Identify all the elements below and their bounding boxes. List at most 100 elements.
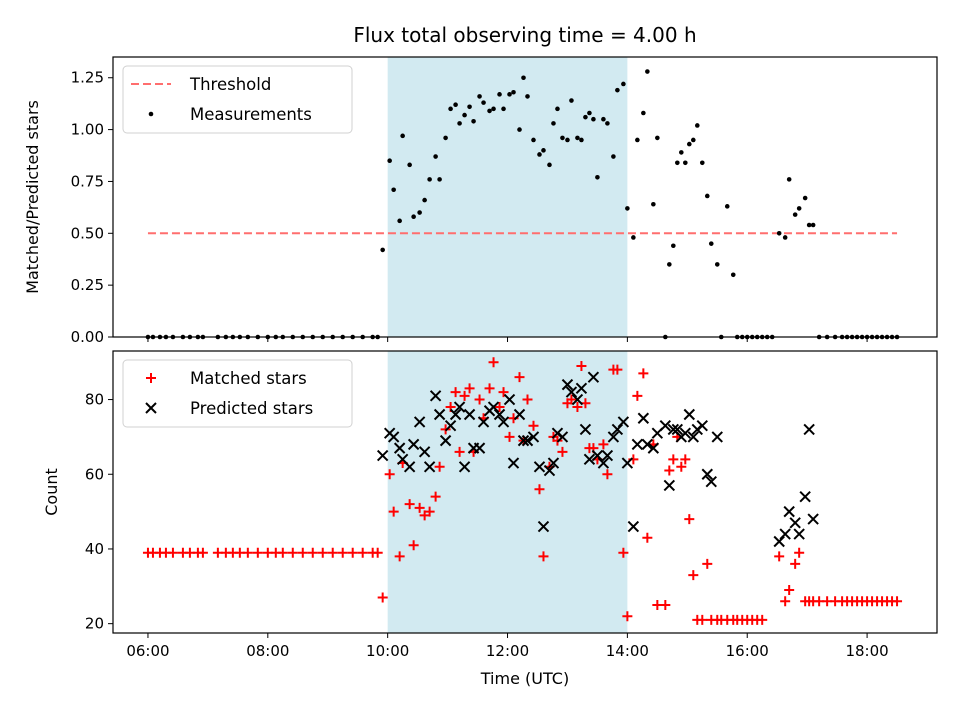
data-point: [783, 505, 795, 518]
data-point: [615, 87, 620, 93]
data-point: [491, 106, 496, 112]
data-point: [645, 69, 650, 74]
data-point: [705, 476, 717, 488]
data-point: [537, 520, 550, 533]
data-point: [347, 547, 358, 558]
data-point: [531, 137, 536, 143]
data-point: [597, 457, 610, 469]
data-point: [555, 106, 560, 112]
data-point: [473, 442, 486, 454]
data-point: [429, 390, 442, 402]
data-point: [667, 262, 672, 267]
data-point: [696, 419, 708, 432]
data-point: [605, 121, 610, 126]
data-point: [708, 241, 714, 246]
data-point: [607, 431, 620, 443]
data-point: [687, 141, 692, 147]
data-point: [782, 235, 788, 240]
data-point: [621, 457, 634, 469]
data-point: [611, 154, 616, 159]
data-point: [547, 162, 552, 168]
data-point: [525, 94, 530, 99]
data-point: [433, 154, 438, 159]
data-point: [394, 551, 405, 562]
data-point: [463, 408, 476, 421]
data-point: [793, 528, 805, 540]
data-point: [637, 412, 650, 424]
data-point: [387, 158, 392, 164]
legend: Matched stars Predicted stars: [122, 359, 353, 428]
data-point: [625, 206, 630, 211]
data-point: [714, 262, 720, 267]
data-point: [547, 457, 560, 469]
data-point: [556, 431, 569, 443]
observing-window-span: [387, 351, 628, 633]
data-point: [799, 490, 811, 503]
data-point: [638, 368, 649, 379]
data-point: [464, 383, 475, 394]
data-point: [794, 547, 805, 558]
data-point: [711, 431, 723, 443]
data-point: [679, 150, 684, 155]
data-point: [684, 514, 695, 525]
data-point: [404, 499, 415, 510]
data-point: [557, 446, 568, 457]
data-point: [407, 438, 420, 451]
legend-label: Threshold: [189, 75, 271, 94]
data-point: [776, 230, 782, 236]
data-point: [612, 364, 623, 375]
data-point: [458, 461, 471, 473]
x-tick-label: 10:00: [366, 642, 409, 660]
data-point: [497, 416, 510, 428]
data-point: [307, 547, 318, 558]
data-point: [534, 484, 545, 495]
data-point: [575, 382, 588, 395]
data-point: [427, 177, 432, 182]
data-point: [450, 387, 461, 398]
data-point: [459, 390, 470, 401]
data-point: [277, 547, 288, 558]
data-point: [197, 547, 208, 558]
data-point: [576, 360, 587, 371]
data-point: [792, 212, 798, 217]
data-point: [651, 201, 656, 207]
data-point: [521, 75, 526, 81]
data-point: [384, 469, 395, 480]
data-point: [437, 177, 442, 182]
data-point: [297, 547, 308, 558]
data-point: [511, 89, 516, 95]
data-point: [587, 371, 600, 383]
data-point: [690, 137, 696, 143]
data-point: [167, 547, 178, 558]
axes-frame: [112, 350, 938, 634]
data-point: [448, 106, 453, 112]
data-point: [587, 110, 592, 116]
data-point: [417, 210, 422, 215]
data-point: [688, 570, 699, 581]
y-tick-label: 40: [85, 540, 104, 558]
x-tick-label: 12:00: [486, 642, 529, 660]
data-point: [796, 206, 802, 211]
data-point: [579, 423, 592, 436]
data-point: [591, 449, 604, 462]
data-point: [391, 187, 396, 193]
data-point: [806, 222, 812, 228]
data-point: [498, 387, 509, 398]
y-tick-label: 0.25: [71, 276, 104, 294]
data-point: [780, 596, 791, 607]
data-point: [477, 94, 482, 99]
data-point: [561, 378, 574, 391]
legend-box: [122, 65, 353, 134]
data-point: [388, 506, 399, 517]
data-point: [572, 402, 583, 413]
data-point: [471, 118, 476, 124]
data-point: [457, 121, 462, 126]
data-point: [632, 390, 643, 401]
data-point: [601, 449, 614, 462]
data-point: [675, 160, 680, 166]
data-point: [810, 222, 816, 228]
data-point: [252, 547, 263, 558]
y-tick-label: 0.00: [71, 328, 104, 346]
data-point: [372, 547, 383, 558]
